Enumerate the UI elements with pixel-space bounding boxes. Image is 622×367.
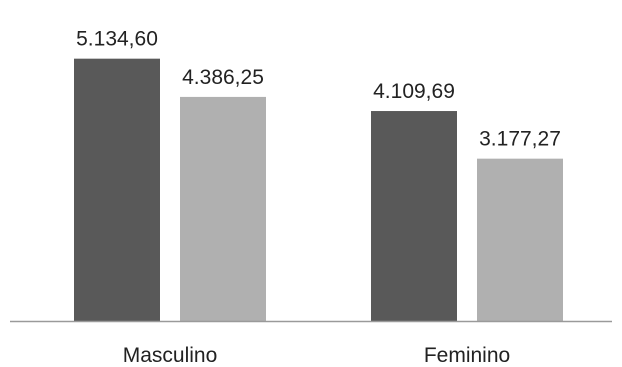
category-label-feminino: Feminino [424,344,510,367]
bar-masculino-2 [180,96,266,321]
bar-feminino-1 [371,111,457,322]
value-label-feminino-1: 4.109,69 [373,80,455,103]
bars-group [74,58,563,322]
value-labels-group: 5.134,60 4.386,25 4.109,69 3.177,27 [76,28,561,151]
value-label-feminino-2: 3.177,27 [479,128,561,151]
value-label-masculino-2: 4.386,25 [182,66,264,89]
bar-masculino-1 [74,58,160,322]
category-label-masculino: Masculino [123,344,218,367]
value-label-masculino-1: 5.134,60 [76,28,158,51]
bar-feminino-2 [477,158,563,321]
category-labels-group: Masculino Feminino [123,344,510,367]
